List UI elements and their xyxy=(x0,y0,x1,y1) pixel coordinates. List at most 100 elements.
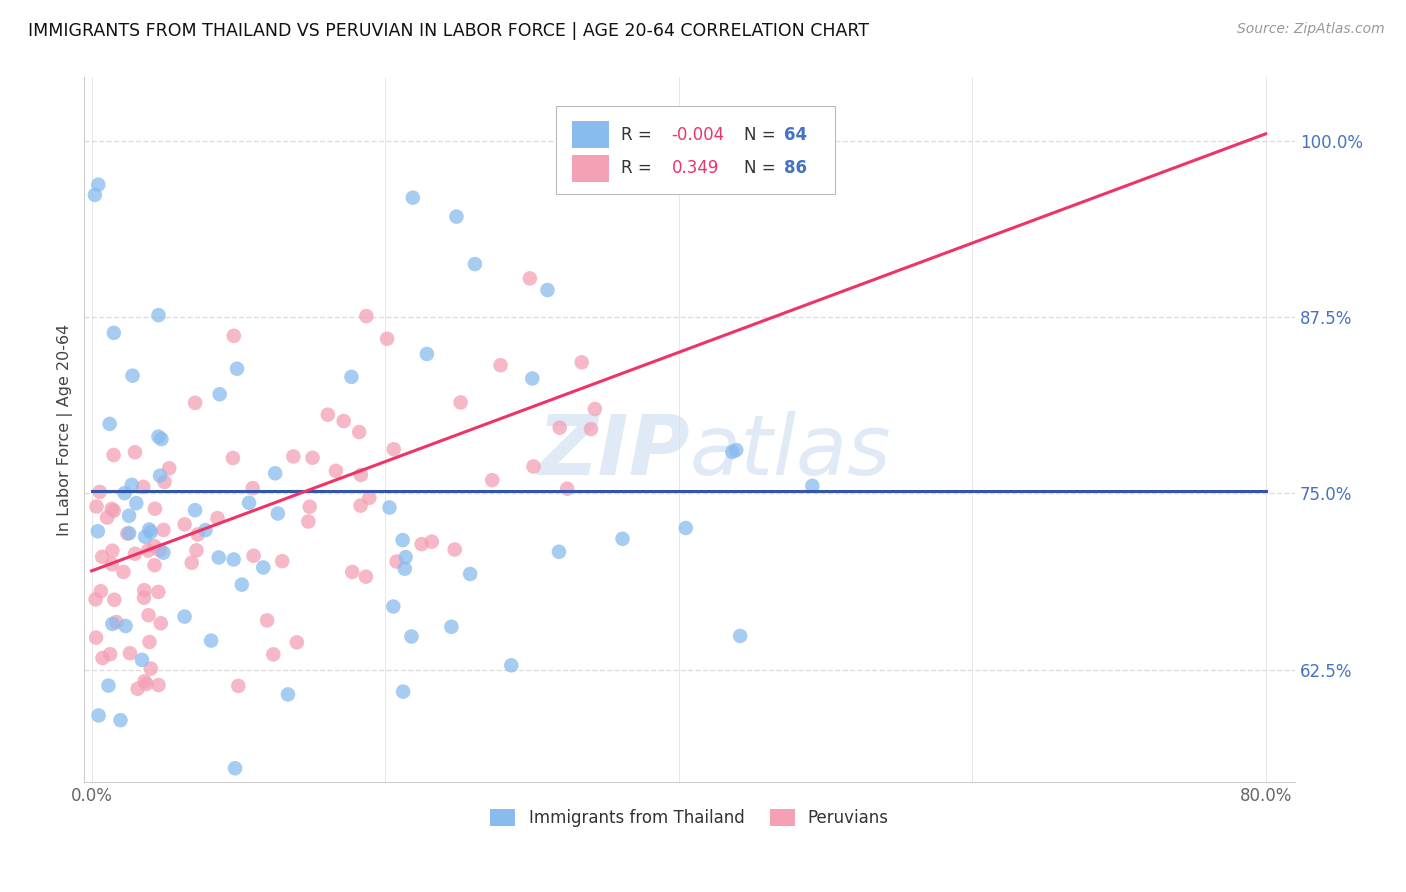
Point xyxy=(446,210,468,224)
Point xyxy=(555,482,578,496)
Point xyxy=(391,533,413,548)
Point xyxy=(536,283,558,297)
Point xyxy=(187,527,209,541)
Point xyxy=(316,408,339,422)
Text: 86: 86 xyxy=(785,160,807,178)
Point xyxy=(103,592,125,607)
Point xyxy=(87,524,110,539)
Point xyxy=(138,523,160,537)
Point xyxy=(84,631,107,645)
Point xyxy=(98,647,121,661)
Point xyxy=(340,370,363,384)
Point xyxy=(157,461,180,475)
Point xyxy=(489,358,512,372)
Point xyxy=(132,480,155,494)
Point xyxy=(98,417,121,431)
Point xyxy=(121,478,143,492)
Point xyxy=(385,555,408,569)
Text: 64: 64 xyxy=(785,126,807,144)
Point xyxy=(101,543,124,558)
Point xyxy=(401,630,423,644)
Point xyxy=(728,629,751,643)
Point xyxy=(149,543,172,558)
Point xyxy=(152,523,174,537)
Point xyxy=(277,687,299,701)
Point xyxy=(134,583,156,598)
Point xyxy=(354,569,377,583)
Point xyxy=(139,662,162,676)
Point xyxy=(148,308,170,322)
Point xyxy=(121,368,143,383)
Point xyxy=(186,543,208,558)
Point xyxy=(242,549,264,563)
Point xyxy=(450,395,472,409)
Point xyxy=(90,584,112,599)
Point xyxy=(359,491,381,505)
Point xyxy=(395,550,418,565)
Point xyxy=(222,450,245,465)
Point xyxy=(392,684,415,698)
Point xyxy=(721,445,744,459)
Point xyxy=(349,499,371,513)
Point xyxy=(153,475,176,489)
Point xyxy=(231,577,253,591)
Point xyxy=(356,309,378,323)
Point xyxy=(238,496,260,510)
Text: R =: R = xyxy=(620,160,651,178)
Point xyxy=(267,507,290,521)
Point xyxy=(105,615,128,629)
Point xyxy=(134,530,156,544)
Point xyxy=(297,515,319,529)
Point xyxy=(522,371,544,385)
Point xyxy=(347,425,370,439)
Point xyxy=(416,347,439,361)
Point xyxy=(675,521,697,535)
Point xyxy=(571,355,593,369)
Point xyxy=(87,708,110,723)
Point xyxy=(443,542,465,557)
Point xyxy=(125,496,148,510)
Point xyxy=(173,609,195,624)
Point xyxy=(124,547,146,561)
Point xyxy=(86,500,108,514)
Point xyxy=(402,191,425,205)
Point xyxy=(579,422,602,436)
Point xyxy=(252,560,274,574)
Point xyxy=(208,550,231,565)
Point xyxy=(382,599,405,614)
Bar xyxy=(572,121,609,148)
Point xyxy=(340,565,363,579)
Point xyxy=(101,502,124,516)
Point xyxy=(148,678,170,692)
Point xyxy=(548,545,571,559)
Point xyxy=(96,510,118,524)
Point xyxy=(301,450,323,465)
Point xyxy=(501,658,523,673)
Point xyxy=(101,616,124,631)
Point xyxy=(200,633,222,648)
Point xyxy=(114,619,136,633)
Point xyxy=(118,508,141,523)
Point xyxy=(522,459,544,474)
Point xyxy=(226,361,249,376)
Point xyxy=(97,679,120,693)
Point xyxy=(87,178,110,192)
Point xyxy=(271,554,294,568)
Point xyxy=(103,504,125,518)
Point xyxy=(378,500,401,515)
Text: ZIP: ZIP xyxy=(537,410,690,491)
Point xyxy=(194,523,217,537)
Text: R =: R = xyxy=(620,126,651,144)
Point xyxy=(519,271,541,285)
Point xyxy=(375,332,398,346)
Point xyxy=(127,681,149,696)
Point xyxy=(143,539,166,553)
Point xyxy=(394,562,416,576)
Bar xyxy=(572,155,609,182)
Text: atlas: atlas xyxy=(690,410,891,491)
Text: Source: ZipAtlas.com: Source: ZipAtlas.com xyxy=(1237,22,1385,37)
Point xyxy=(298,500,321,514)
Point xyxy=(208,387,231,401)
Point xyxy=(118,646,141,660)
Point xyxy=(148,585,170,599)
